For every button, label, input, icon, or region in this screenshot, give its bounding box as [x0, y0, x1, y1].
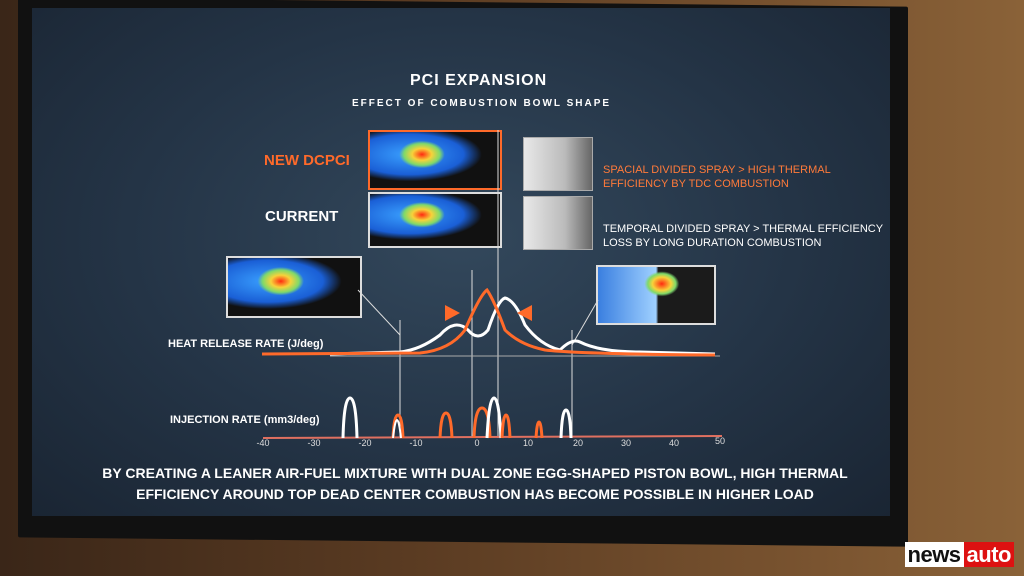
new-desc-line-2: EFFICIENCY BY TDC COMBUSTION: [603, 178, 789, 190]
x-axis: [262, 435, 723, 439]
x-tick: -40: [256, 438, 270, 448]
new-spray-plot-image: [523, 137, 593, 191]
new-dcpci-label: NEW DCPCI: [264, 152, 350, 169]
footer-line-2: EFFICIENCY AROUND TOP DEAD CENTER COMBUS…: [136, 486, 814, 502]
current-spray-plot-image: [523, 196, 593, 250]
injection-pulse-current: [392, 418, 402, 439]
injection-pulse-new: [500, 413, 512, 439]
x-tick: 30: [620, 438, 632, 448]
x-tick: 40: [668, 438, 680, 448]
hrr-current-curve: [329, 296, 716, 356]
arrow-right-icon: [445, 305, 460, 321]
current-desc-line-1: TEMPORAL DIVIDED SPRAY > THERMAL EFFICIE…: [603, 223, 884, 235]
current-desc-line-2: LOSS BY LONG DURATION COMBUSTION: [603, 237, 822, 249]
hrr-new-curve: [261, 287, 716, 357]
new-description: SPACIAL DIVIDED SPRAY > HIGH THERMAL EFF…: [603, 163, 831, 191]
footer-line-1: BY CREATING A LEANER AIR-FUEL MIXTURE WI…: [102, 465, 848, 481]
x-tick: -30: [307, 438, 321, 448]
arrow-left-icon: [517, 305, 532, 321]
current-bowl-cfd-image: [368, 192, 502, 248]
callout-line-left: [357, 289, 401, 336]
injection-rate-label: INJECTION RATE (mm3/deg): [170, 414, 320, 426]
callout-line-right: [571, 299, 599, 346]
x-tick: 0: [474, 438, 480, 448]
presentation-slide: [32, 8, 890, 516]
current-label: CURRENT: [265, 208, 339, 225]
x-tick: 20: [572, 438, 584, 448]
injection-pulse-current: [341, 396, 359, 439]
injection-pulse-current: [559, 408, 573, 439]
injection-pulse-new: [534, 420, 544, 439]
new-desc-line-1: SPACIAL DIVIDED SPRAY > HIGH THERMAL: [603, 164, 831, 176]
slide-subtitle: EFFECT OF COMBUSTION BOWL SHAPE: [352, 98, 612, 109]
heat-release-rate-label: HEAT RELEASE RATE (J/deg): [168, 338, 324, 350]
new-bowl-cfd-image: [368, 130, 502, 190]
injection-pulse-current: [485, 396, 503, 439]
early-injection-cfd-image: [226, 256, 362, 318]
x-tick: -10: [409, 438, 423, 448]
slide-footer: BY CREATING A LEANER AIR-FUEL MIXTURE WI…: [60, 463, 890, 505]
slide-title: PCI EXPANSION: [410, 72, 548, 89]
x-tick: 10: [522, 438, 534, 448]
current-description: TEMPORAL DIVIDED SPRAY > THERMAL EFFICIE…: [603, 222, 883, 250]
x-tick: -20: [358, 438, 372, 448]
injection-pulse-new: [438, 411, 454, 439]
newsauto-watermark-logo: news auto: [904, 542, 1014, 568]
x-tick: 50: [714, 436, 726, 446]
late-injection-cfd-image: [596, 265, 716, 325]
